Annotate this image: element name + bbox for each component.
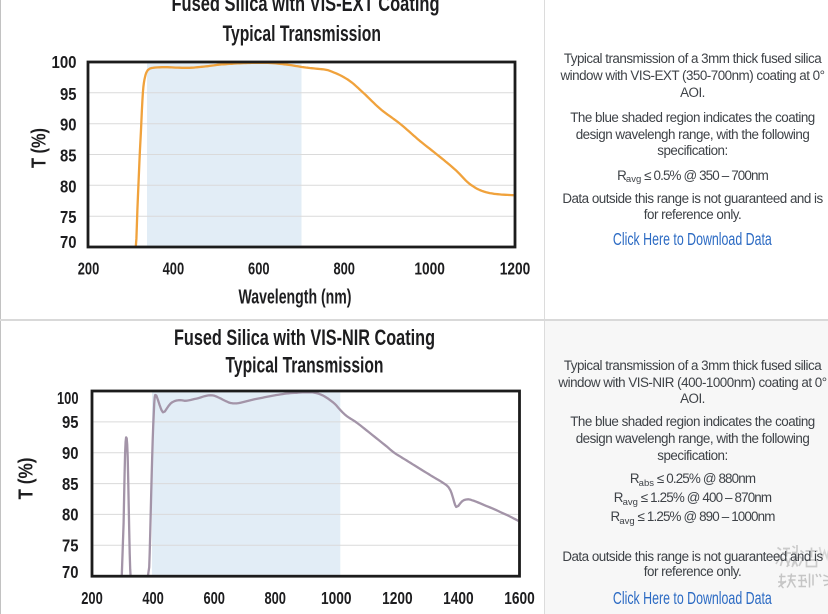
svg-text:1600: 1600 — [504, 588, 535, 608]
svg-text:200: 200 — [78, 259, 100, 279]
svg-text:85: 85 — [60, 146, 77, 166]
svg-text:90: 90 — [62, 443, 79, 463]
svg-text:75: 75 — [60, 207, 77, 227]
svg-text:80: 80 — [60, 176, 77, 196]
svg-text:200: 200 — [81, 588, 103, 608]
svg-text:Fused Silica with VIS-EXT Coat: Fused Silica with VIS-EXT Coating — [172, 0, 440, 16]
svg-text:400: 400 — [163, 259, 185, 279]
svg-text:1000: 1000 — [321, 588, 352, 608]
svg-text:1200: 1200 — [500, 259, 531, 279]
svg-text:800: 800 — [264, 588, 286, 608]
svg-text:1200: 1200 — [382, 588, 413, 608]
svg-text:85: 85 — [62, 474, 79, 494]
svg-text:Wavelength (nm): Wavelength (nm) — [239, 287, 352, 309]
svg-text:T (%): T (%) — [16, 458, 38, 500]
svg-text:Typical Transmission: Typical Transmission — [226, 353, 384, 378]
svg-text:95: 95 — [60, 84, 77, 104]
svg-text:Fused Silica with VIS-NIR Coat: Fused Silica with VIS-NIR Coating — [174, 325, 435, 350]
svg-text:100: 100 — [57, 388, 79, 408]
svg-text:80: 80 — [62, 505, 79, 525]
svg-text:800: 800 — [333, 259, 355, 279]
svg-text:1000: 1000 — [414, 259, 445, 279]
svg-text:600: 600 — [203, 588, 225, 608]
svg-text:600: 600 — [248, 259, 270, 279]
svg-text:75: 75 — [62, 536, 79, 556]
svg-text:100: 100 — [52, 52, 77, 72]
svg-text:400: 400 — [142, 588, 164, 608]
svg-text:70: 70 — [62, 562, 79, 582]
svg-text:T (%): T (%) — [29, 128, 51, 168]
svg-text:70: 70 — [60, 232, 77, 252]
svg-text:95: 95 — [62, 412, 79, 432]
svg-text:1400: 1400 — [443, 588, 474, 608]
svg-text:90: 90 — [60, 115, 77, 135]
svg-text:Typical Transmission: Typical Transmission — [223, 21, 381, 46]
